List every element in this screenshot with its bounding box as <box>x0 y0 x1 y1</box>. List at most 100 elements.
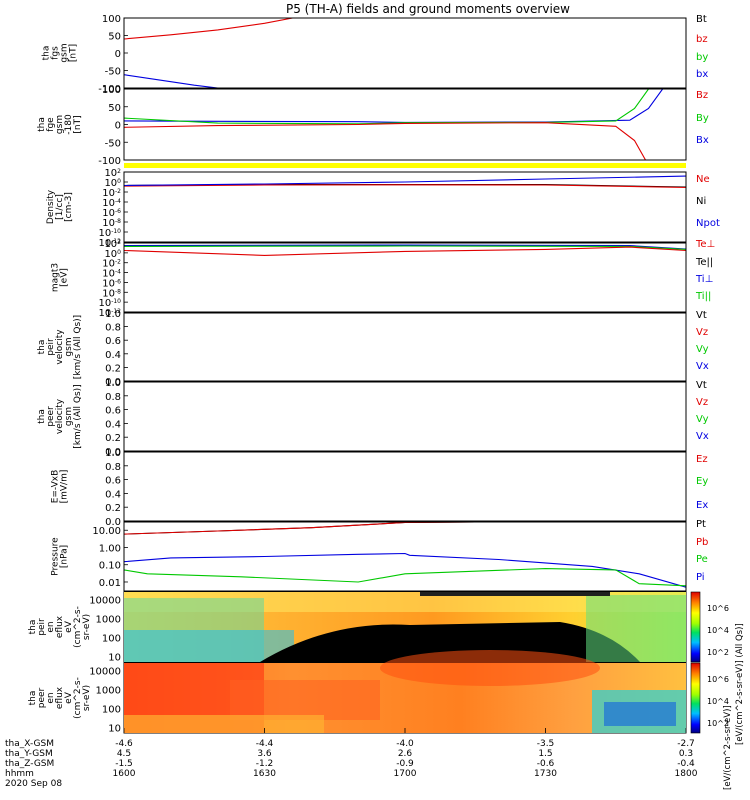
pressure-panel: 10.00 1.00 0.10 0.01 Pressure [nPa] Pt Pb Pe Pi <box>51 519 708 592</box>
y-axis-label: eV <box>64 691 74 704</box>
y-tick-label: 10 <box>108 723 121 734</box>
y-axis-label: -180 <box>64 114 74 135</box>
y-axis-label: eV <box>64 620 74 633</box>
legend-Ex: Ex <box>696 500 708 511</box>
ele-cbar-tick: 10^6 <box>707 675 729 684</box>
electron-colorbar: 10^6 10^4 10^2 [eV/(cm^2-s-sr-eV)] <box>690 662 733 790</box>
y-tick-label: 102 <box>104 239 121 250</box>
x-tick-label: 1800 <box>675 769 698 779</box>
legend-Vy: Vy <box>696 414 709 425</box>
y-axis-label: peer <box>46 406 56 427</box>
y-tick-label: 10-12 <box>98 308 121 319</box>
series-Pi-line <box>124 552 686 588</box>
legend-bx: bx <box>696 69 708 80</box>
peir-velocity-panel: 1.0 0.8 0.6 0.4 0.2 0.0 tha peir velocity gsm [km/… <box>37 309 709 388</box>
y-axis-label: en <box>46 692 56 703</box>
x-tick-label: -1.5 <box>115 759 133 769</box>
y-axis-label: fgs <box>51 46 61 60</box>
density-panel: 10210010-210-410-610-810-1010-12Density[… <box>46 168 720 249</box>
series-Te-line <box>124 246 686 256</box>
axis-date: 2020 Sep 08 <box>5 779 62 789</box>
y-axis-label: peer <box>37 687 47 708</box>
series-Pb-line <box>124 522 476 535</box>
legend-Npot: Npot <box>696 218 720 229</box>
x-tick-label: -1.2 <box>256 759 274 769</box>
y-tick-label: 100 <box>104 249 121 260</box>
temperature-frame <box>123 242 687 313</box>
y-axis-label: fge <box>46 117 56 132</box>
y-tick-label: 10-4 <box>102 198 121 209</box>
fgs-frame <box>123 17 687 89</box>
y-axis-label: gsm <box>55 115 65 134</box>
x-tick-label: -2.7 <box>677 739 695 749</box>
y-axis-label: [1/cc] <box>55 194 65 220</box>
y-axis-label: velocity <box>55 329 65 365</box>
y-axis-label: sr-eV) <box>82 614 92 640</box>
series-Bz-line <box>124 122 647 160</box>
series-Pe-line <box>124 568 686 587</box>
y-tick-label: 0.6 <box>105 336 121 347</box>
y-axis-label: gsm <box>64 337 74 356</box>
series-Npot-line <box>124 175 686 187</box>
y-tick-label: 0.4 <box>105 350 121 361</box>
series-bx-line <box>124 74 218 88</box>
y-axis-label: tha <box>37 117 47 132</box>
legend-Ne: Ne <box>696 174 710 185</box>
x-tick-label: -4.6 <box>115 739 133 749</box>
legend-Ti: Ti⊥ <box>695 274 713 285</box>
y-axis-label: [km/s (All Qs)] <box>73 384 83 448</box>
legend-Ez: Ez <box>696 454 708 465</box>
ion-cbar-label: [eV/(cm^2-s-sr-eV)] (All Qs)] <box>735 623 745 745</box>
ele-cbar-label: [eV/(cm^2-s-sr-eV)] <box>723 705 733 790</box>
y-axis-label: gsm <box>60 43 70 62</box>
legend-Pb: Pb <box>696 537 708 548</box>
time-axis: tha_X-GSM tha_Y-GSM tha_Z-GSM hhmm 2020 … <box>5 728 698 789</box>
y-tick-label: 102 <box>104 168 121 179</box>
y-tick-label: 10-2 <box>102 188 121 199</box>
y-axis-label: [mV/m] <box>60 470 70 504</box>
x-tick-label: 1.5 <box>538 749 552 759</box>
series-bz-line <box>124 18 293 40</box>
y-axis-label: (cm^2-s- <box>73 606 83 648</box>
ele-cbar-tick: 10^2 <box>707 719 729 728</box>
x-tick-label: -3.5 <box>537 739 555 749</box>
y-tick-label: 0.4 <box>105 419 121 430</box>
series-Ti-line <box>124 245 686 250</box>
y-axis-label: tha <box>28 691 38 706</box>
y-tick-label: 10-8 <box>102 218 121 229</box>
y-tick-label: 100 <box>102 85 121 96</box>
fge-panel: 100 50 0 -50 -100 tha fge gsm -180 [nT] Bz By Bx <box>37 85 709 167</box>
legend-Vx: Vx <box>696 361 709 372</box>
fge-frame <box>123 88 687 161</box>
x-tick-label: 1730 <box>534 769 557 779</box>
y-tick-label: 10-10 <box>98 298 121 309</box>
y-tick-label: -100 <box>98 84 121 95</box>
y-axis-label: eflux <box>55 686 65 709</box>
y-axis-label: en <box>46 621 56 632</box>
ion-cbar-tick: 10^4 <box>707 626 729 635</box>
x-tick-label: 4.5 <box>117 749 131 759</box>
y-tick-label: 0.4 <box>105 489 121 500</box>
y-tick-label: 100 <box>102 633 121 644</box>
legend-bz: bz <box>696 34 708 45</box>
y-axis-label: [km/s (All Qs)] <box>73 315 83 379</box>
y-tick-label: 0.2 <box>105 363 121 374</box>
y-tick-label: 1.0 <box>105 448 121 459</box>
legend-Vz: Vz <box>696 327 708 338</box>
y-tick-label: 10-6 <box>102 278 121 289</box>
x-tick-label: -0.6 <box>537 759 555 769</box>
y-tick-label: 0.0 <box>105 447 121 458</box>
y-axis-label: [nT] <box>69 44 79 62</box>
y-tick-label: 0.0 <box>105 517 121 528</box>
ele-cbar-tick: 10^4 <box>707 697 729 706</box>
y-axis-label: velocity <box>55 398 65 434</box>
y-tick-label: 1000 <box>96 614 121 625</box>
legend-Vt: Vt <box>696 380 707 391</box>
y-tick-label: -100 <box>98 156 121 167</box>
y-tick-label: 0.0 <box>105 377 121 388</box>
y-tick-label: 0.2 <box>105 503 121 514</box>
efield-panel: 1.0 0.8 0.6 0.4 0.2 0.0 E=-VxB [mV/m] Ez Ey Ex <box>51 448 709 528</box>
x-tick-label: 1700 <box>394 769 417 779</box>
